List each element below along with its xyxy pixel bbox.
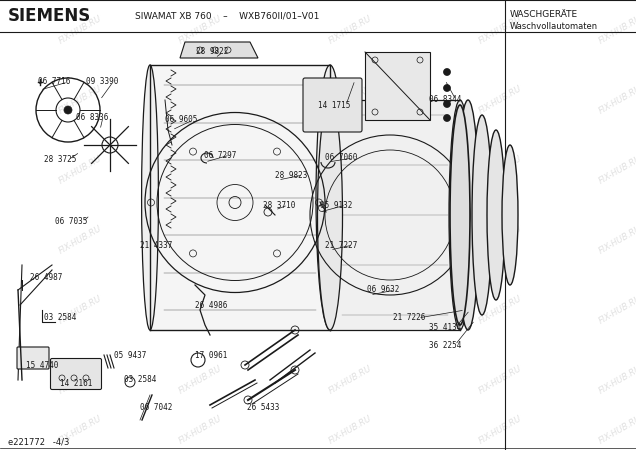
- Text: 28 3710: 28 3710: [263, 201, 295, 210]
- Text: 21 7226: 21 7226: [393, 314, 425, 323]
- Text: 06 9632: 06 9632: [367, 285, 399, 294]
- FancyBboxPatch shape: [303, 78, 362, 132]
- Text: FIX-HUB.RU: FIX-HUB.RU: [177, 294, 223, 326]
- Text: FIX-HUB.RU: FIX-HUB.RU: [177, 364, 223, 396]
- Text: FIX-HUB.RU: FIX-HUB.RU: [57, 84, 103, 116]
- Text: FIX-HUB.RU: FIX-HUB.RU: [57, 414, 103, 446]
- Text: FIX-HUB.RU: FIX-HUB.RU: [597, 364, 636, 396]
- Ellipse shape: [449, 100, 471, 330]
- Text: FIX-HUB.RU: FIX-HUB.RU: [597, 294, 636, 326]
- Ellipse shape: [457, 100, 479, 330]
- Text: FIX-HUB.RU: FIX-HUB.RU: [57, 154, 103, 186]
- Text: 06 7060: 06 7060: [325, 153, 357, 162]
- Polygon shape: [365, 52, 430, 120]
- Text: FIX-HUB.RU: FIX-HUB.RU: [597, 84, 636, 116]
- Circle shape: [64, 106, 72, 114]
- Text: SIEMENS: SIEMENS: [8, 7, 91, 25]
- Ellipse shape: [317, 100, 343, 330]
- Text: 28 3725: 28 3725: [44, 156, 76, 165]
- Text: 35 4134: 35 4134: [429, 324, 461, 333]
- Text: FIX-HUB.RU: FIX-HUB.RU: [327, 224, 373, 256]
- Text: 06 7297: 06 7297: [204, 150, 237, 159]
- Text: FIX-HUB.RU: FIX-HUB.RU: [177, 224, 223, 256]
- Text: FIX-HUB.RU: FIX-HUB.RU: [597, 414, 636, 446]
- Ellipse shape: [142, 65, 158, 330]
- Polygon shape: [150, 65, 330, 330]
- Text: FIX-HUB.RU: FIX-HUB.RU: [597, 224, 636, 256]
- Ellipse shape: [316, 65, 344, 330]
- Text: 36 2254: 36 2254: [429, 341, 461, 350]
- Text: SIWAMAT XB 760    –    WXB760II/01–V01: SIWAMAT XB 760 – WXB760II/01–V01: [135, 12, 319, 21]
- Text: 21 4337: 21 4337: [140, 240, 172, 249]
- Text: FIX-HUB.RU: FIX-HUB.RU: [477, 154, 523, 186]
- Text: FIX-HUB.RU: FIX-HUB.RU: [327, 84, 373, 116]
- Text: FIX-HUB.RU: FIX-HUB.RU: [57, 364, 103, 396]
- Text: e221772   -4/3: e221772 -4/3: [8, 437, 69, 446]
- Text: 06 8344: 06 8344: [429, 95, 461, 104]
- Text: 15 4740: 15 4740: [26, 360, 59, 369]
- Circle shape: [443, 100, 450, 108]
- Polygon shape: [330, 100, 460, 330]
- Ellipse shape: [472, 115, 492, 315]
- Text: 17 0961: 17 0961: [195, 351, 228, 360]
- Text: 14 2161: 14 2161: [60, 379, 92, 388]
- Text: FIX-HUB.RU: FIX-HUB.RU: [177, 154, 223, 186]
- Text: FIX-HUB.RU: FIX-HUB.RU: [477, 414, 523, 446]
- FancyBboxPatch shape: [17, 347, 49, 369]
- FancyBboxPatch shape: [50, 359, 102, 390]
- Text: 05 9437: 05 9437: [114, 351, 146, 360]
- Circle shape: [443, 68, 450, 76]
- Text: FIX-HUB.RU: FIX-HUB.RU: [477, 14, 523, 46]
- Text: FIX-HUB.RU: FIX-HUB.RU: [597, 14, 636, 46]
- Text: FIX-HUB.RU: FIX-HUB.RU: [57, 294, 103, 326]
- Text: 06 7716: 06 7716: [38, 77, 71, 86]
- Text: FIX-HUB.RU: FIX-HUB.RU: [477, 224, 523, 256]
- Text: 28 9822: 28 9822: [196, 48, 228, 57]
- Text: FIX-HUB.RU: FIX-HUB.RU: [177, 84, 223, 116]
- Text: WASCHGERÄTE: WASCHGERÄTE: [510, 10, 578, 19]
- Text: FIX-HUB.RU: FIX-HUB.RU: [327, 364, 373, 396]
- Text: 06 7035: 06 7035: [55, 217, 87, 226]
- Text: FIX-HUB.RU: FIX-HUB.RU: [327, 14, 373, 46]
- Text: 06 7042: 06 7042: [140, 404, 172, 413]
- Circle shape: [443, 114, 450, 122]
- Circle shape: [443, 85, 450, 91]
- Text: 03 2584: 03 2584: [124, 375, 156, 384]
- Text: Waschvollautomaten: Waschvollautomaten: [510, 22, 598, 31]
- Text: FIX-HUB.RU: FIX-HUB.RU: [477, 294, 523, 326]
- Polygon shape: [180, 42, 258, 58]
- Text: FIX-HUB.RU: FIX-HUB.RU: [477, 364, 523, 396]
- Ellipse shape: [502, 145, 518, 285]
- Text: FIX-HUB.RU: FIX-HUB.RU: [477, 84, 523, 116]
- Text: FIX-HUB.RU: FIX-HUB.RU: [597, 154, 636, 186]
- Text: 26 4987: 26 4987: [30, 274, 62, 283]
- Text: 09 3390: 09 3390: [86, 77, 118, 86]
- Text: 03 2584: 03 2584: [44, 314, 76, 323]
- Text: FIX-HUB.RU: FIX-HUB.RU: [327, 154, 373, 186]
- Text: FIX-HUB.RU: FIX-HUB.RU: [177, 414, 223, 446]
- Text: FIX-HUB.RU: FIX-HUB.RU: [57, 14, 103, 46]
- Text: FIX-HUB.RU: FIX-HUB.RU: [327, 414, 373, 446]
- Text: FIX-HUB.RU: FIX-HUB.RU: [177, 14, 223, 46]
- Text: 26 5433: 26 5433: [247, 404, 279, 413]
- Text: 28 9823: 28 9823: [275, 171, 307, 180]
- Text: FIX-HUB.RU: FIX-HUB.RU: [57, 224, 103, 256]
- Text: 05 9132: 05 9132: [320, 201, 352, 210]
- Text: 06 8336: 06 8336: [76, 112, 108, 122]
- Ellipse shape: [487, 130, 505, 300]
- Text: 06 9605: 06 9605: [165, 116, 197, 125]
- Text: 21 7227: 21 7227: [325, 240, 357, 249]
- Ellipse shape: [450, 105, 470, 325]
- Text: FIX-HUB.RU: FIX-HUB.RU: [327, 294, 373, 326]
- Text: 26 4986: 26 4986: [195, 301, 228, 310]
- Text: 14 1715: 14 1715: [318, 100, 350, 109]
